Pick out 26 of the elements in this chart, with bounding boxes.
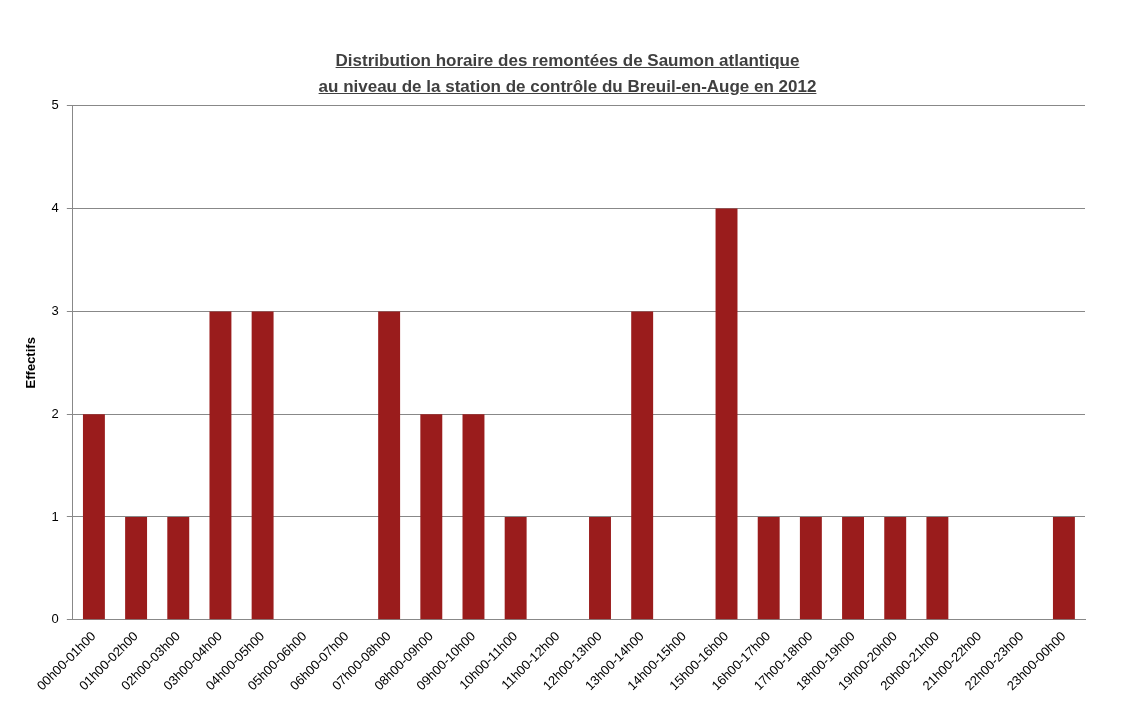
bar <box>884 516 907 620</box>
bar <box>631 311 654 620</box>
bar <box>715 208 738 620</box>
bar <box>799 516 822 620</box>
y-tick-label: 1 <box>51 508 59 524</box>
bar <box>1052 516 1075 620</box>
bar <box>125 516 148 620</box>
y-tick-label: 2 <box>51 405 59 421</box>
chart-title: Distribution horaire des remontées de Saumon atlantique au niveau de la station de contrôle du Breuil-en-Auge en 2012 <box>318 51 817 96</box>
y-axis-title: Effectifs <box>23 337 39 389</box>
bar <box>209 311 232 620</box>
y-tick-label: 3 <box>51 302 59 318</box>
y-tick-label: 5 <box>51 97 59 113</box>
bar <box>504 516 527 620</box>
bar <box>251 311 274 620</box>
bar <box>757 516 780 620</box>
bar <box>82 414 105 620</box>
bar <box>420 414 443 620</box>
bar <box>589 516 611 620</box>
bar <box>167 516 190 620</box>
bar <box>462 414 485 620</box>
bar <box>378 311 401 620</box>
bar <box>842 516 865 620</box>
y-tick-label: 4 <box>51 200 59 216</box>
bar <box>926 516 949 620</box>
y-tick-label: 0 <box>51 611 59 627</box>
